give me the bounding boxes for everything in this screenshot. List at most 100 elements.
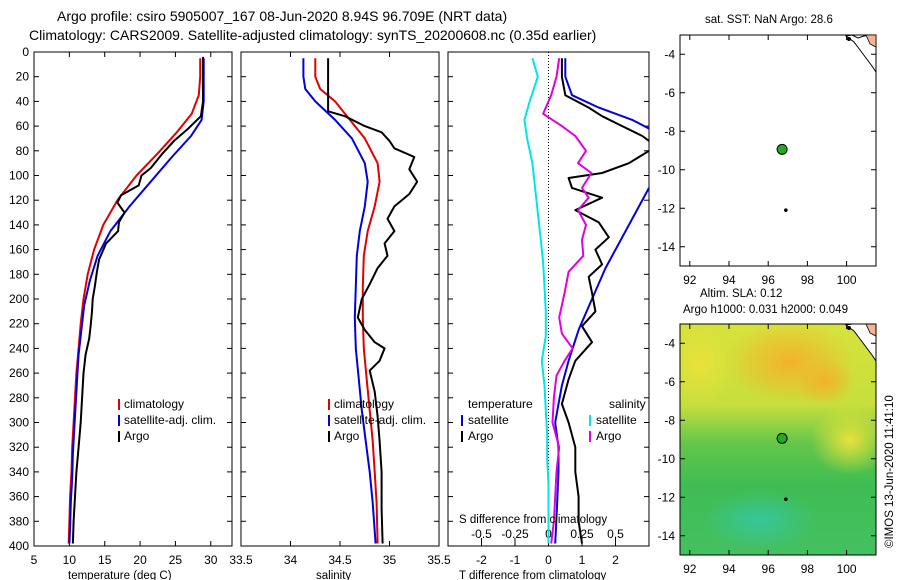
x-tick-label: 96 bbox=[762, 562, 776, 576]
x-tick-label: -2 bbox=[476, 553, 487, 567]
x-tick-label: 98 bbox=[801, 562, 815, 576]
y-tick-label: -8 bbox=[664, 413, 675, 427]
x-tick-label: 100 bbox=[837, 562, 857, 576]
series-t-argo-deep-line bbox=[560, 149, 649, 544]
y-tick-label: 220 bbox=[9, 317, 29, 331]
x-tick-label: 5 bbox=[31, 553, 38, 567]
x-tick-label: 25 bbox=[169, 553, 183, 567]
y-tick-label: 200 bbox=[9, 292, 29, 306]
island-marker bbox=[847, 37, 851, 41]
y-tick-label: 240 bbox=[9, 341, 29, 355]
island-marker bbox=[847, 326, 851, 330]
y-tick-label: -10 bbox=[658, 163, 676, 177]
series-satellite-adj-clim-line bbox=[302, 58, 377, 544]
coastline bbox=[844, 324, 876, 362]
argo-float-marker bbox=[776, 143, 788, 155]
sla-map-frame bbox=[679, 323, 877, 556]
x-tick-label: -0.5 bbox=[471, 527, 492, 541]
legend-s-satellite: satellite bbox=[596, 413, 637, 427]
y-tick-label: 320 bbox=[9, 440, 29, 454]
y-tick-label: 300 bbox=[9, 416, 29, 430]
x-tick-label: 2 bbox=[612, 553, 619, 567]
y-tick-label: 400 bbox=[9, 539, 29, 553]
legend-salinity-heading: salinity bbox=[609, 397, 646, 411]
y-tick-label: 160 bbox=[9, 243, 29, 257]
y-tick-label: 40 bbox=[16, 94, 30, 108]
x-tick-label: -1 bbox=[510, 553, 521, 567]
x-tick-label: 35 bbox=[383, 553, 397, 567]
temperature-axes-frame bbox=[33, 51, 233, 547]
series-argo-line bbox=[71, 56, 204, 544]
y-tick-label: -8 bbox=[664, 124, 675, 138]
x-tick-label: 34 bbox=[284, 553, 298, 567]
series-s-argo-line bbox=[542, 58, 593, 544]
series-argo-line bbox=[327, 58, 419, 544]
land-patch bbox=[865, 35, 876, 48]
y-tick-label: -14 bbox=[658, 529, 676, 543]
land-patch bbox=[865, 324, 876, 337]
coastline bbox=[844, 35, 876, 73]
imos-credit: ©IMOS 13-Jun-2020 11:41:10 bbox=[884, 395, 896, 548]
figure-title-line2: Climatology: CARS2009. Satellite-adjuste… bbox=[29, 27, 596, 43]
sla-map-axes: 92 94 96 98 100 -4 -6 -8 -10 -12 -14 bbox=[658, 324, 876, 576]
y-tick-label: -12 bbox=[658, 490, 676, 504]
y-tick-label: -6 bbox=[664, 375, 675, 389]
legend-temperature-heading: temperature bbox=[468, 397, 533, 411]
salinity-axes-frame bbox=[240, 51, 440, 547]
y-tick-label: -6 bbox=[664, 86, 675, 100]
legend-climatology: climatology bbox=[334, 397, 394, 411]
legend-satellite-adj: satellite-adj. clim. bbox=[334, 413, 426, 427]
sla-low-region bbox=[700, 490, 820, 550]
y-tick-label: 0 bbox=[22, 45, 29, 59]
y-tick-label: -12 bbox=[658, 201, 676, 215]
legend-t-argo: Argo bbox=[468, 429, 494, 443]
x-tick-label: 94 bbox=[722, 273, 736, 287]
legend-argo: Argo bbox=[334, 429, 360, 443]
sla-high-region bbox=[795, 358, 855, 406]
y-tick-label: 60 bbox=[16, 119, 30, 133]
x-tick-label: 94 bbox=[722, 562, 736, 576]
y-tick-label: -14 bbox=[658, 240, 676, 254]
y-tick-label: 140 bbox=[9, 218, 29, 232]
sla-mid-region bbox=[810, 405, 876, 475]
difference-panel: -2 -1 0 1 2 -0.5 -0.25 0 0.25 0.5 T difference f… bbox=[447, 51, 650, 580]
x-tick-label: 20 bbox=[133, 553, 147, 567]
x-tick-label: 0.5 bbox=[607, 527, 624, 541]
x-tick-label: 10 bbox=[63, 553, 77, 567]
depth-axis: 0 20 40 60 80 100 120 140 160 180 200 220 240 260 280 3… bbox=[9, 45, 232, 553]
x-tick-label: 33.5 bbox=[229, 553, 253, 567]
argo-float-marker bbox=[776, 432, 788, 444]
y-tick-label: -4 bbox=[664, 47, 675, 61]
x-tick-label: 0 bbox=[545, 553, 552, 567]
salinity-x-axis: 33.5 34 34.5 35 35.5 bbox=[229, 52, 451, 567]
difference-y-ticks bbox=[448, 51, 649, 547]
x-tick-label: 35.5 bbox=[427, 553, 451, 567]
sst-map: sat. SST: NaN Argo: 28.6 92 94 96 98 100 -4 -6… bbox=[658, 14, 877, 287]
sst-map-axes: 92 94 96 98 100 -4 -6 -8 -10 -12 -14 bbox=[658, 35, 876, 287]
y-tick-label: 20 bbox=[16, 70, 30, 84]
figure-title-line1: Argo profile: csiro 5905007_167 08-Jun-2… bbox=[57, 8, 507, 24]
y-tick-label: 120 bbox=[9, 193, 29, 207]
x-tick-label: 98 bbox=[801, 273, 815, 287]
x-tick-label: 15 bbox=[98, 553, 112, 567]
series-t-argo-line bbox=[560, 58, 649, 142]
salinity-difference-label: S difference from climatology bbox=[459, 514, 607, 526]
sla-mid-region bbox=[680, 325, 735, 405]
y-tick-label: 360 bbox=[9, 490, 29, 504]
temperature-x-axis: 5 10 15 20 25 30 bbox=[31, 52, 218, 567]
y-tick-label: 180 bbox=[9, 267, 29, 281]
legend-satellite-adj: satellite-adj. clim. bbox=[124, 413, 216, 427]
x-tick-label: 0.25 bbox=[570, 527, 594, 541]
sla-map: Altim. SLA: 0.12 Argo h1000: 0.031 h2000… bbox=[658, 288, 877, 576]
temperature-panel: 0 20 40 60 80 100 120 140 160 180 200 220 240 260 280 3… bbox=[9, 45, 233, 580]
legend-argo: Argo bbox=[124, 429, 150, 443]
x-tick-label: -0.25 bbox=[501, 527, 529, 541]
y-tick-label: -10 bbox=[658, 452, 676, 466]
legend-climatology: climatology bbox=[124, 397, 184, 411]
salinity-y-ticks bbox=[241, 51, 439, 547]
sst-map-title: sat. SST: NaN Argo: 28.6 bbox=[705, 14, 833, 26]
difference-xlabel: T difference from climatology bbox=[459, 570, 606, 580]
salinity-panel: 33.5 34 34.5 35 35.5 salinity climatology sa… bbox=[229, 51, 451, 580]
location-dot bbox=[784, 497, 788, 501]
series-climatology-line bbox=[314, 58, 381, 544]
